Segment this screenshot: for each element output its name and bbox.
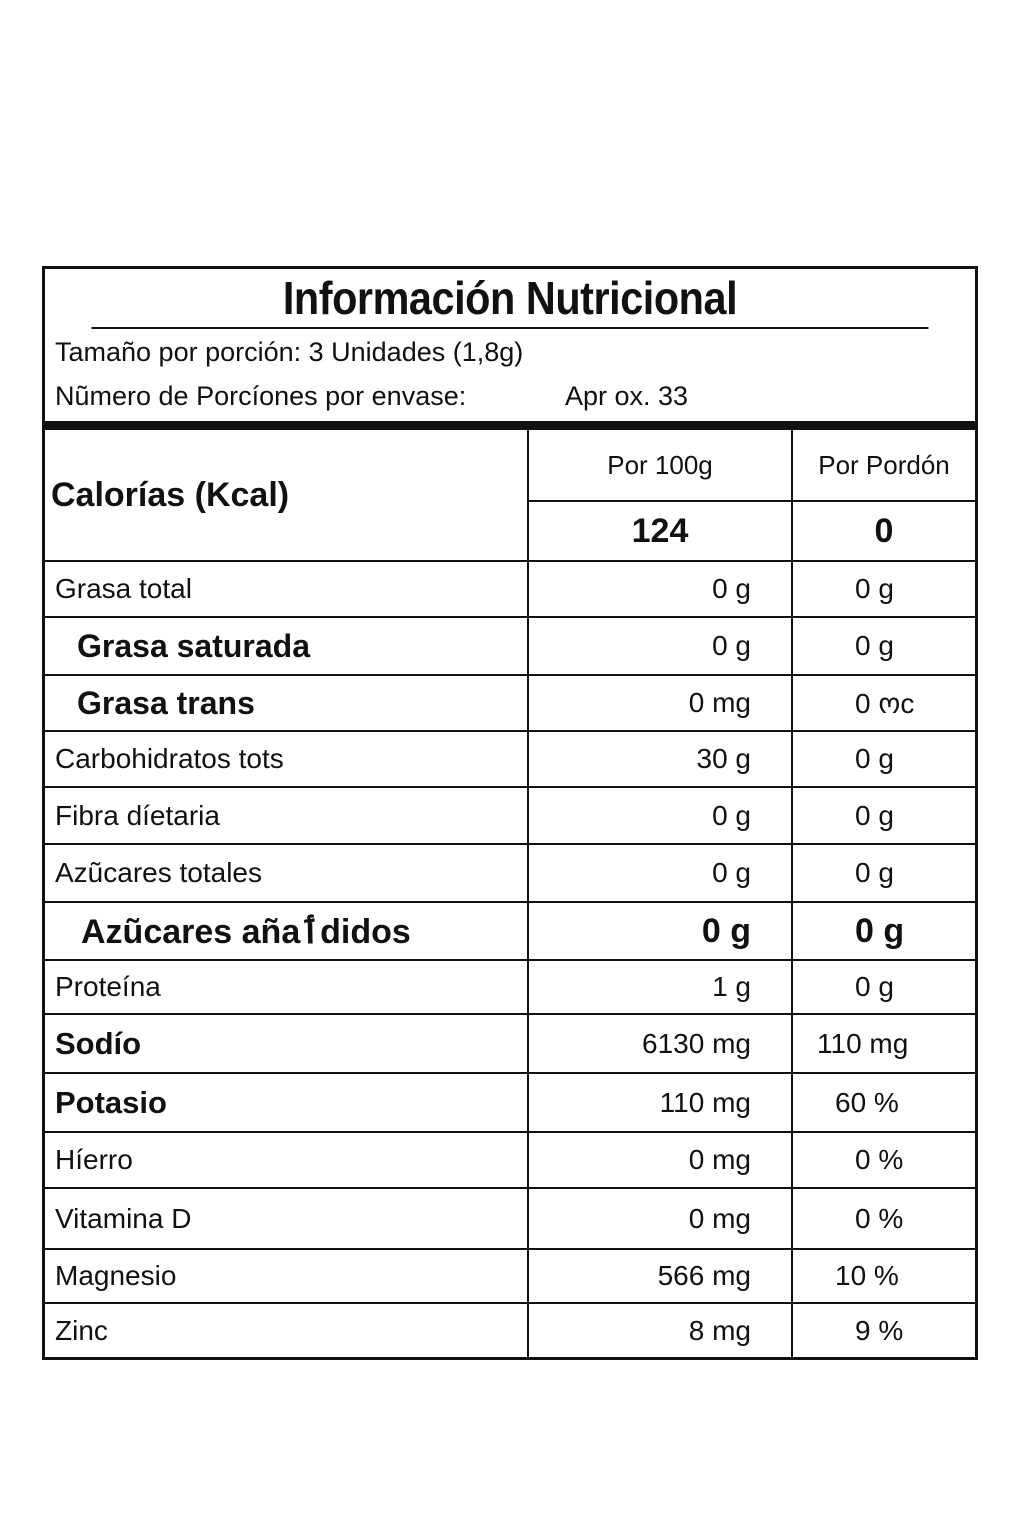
nutrient-name: Vitamina D bbox=[45, 1189, 529, 1248]
calories-per100: 124 bbox=[529, 502, 793, 560]
nutrient-name: Híerro bbox=[45, 1133, 529, 1187]
table-row: Azũcares añaٲdidos 0 g 0 g bbox=[45, 903, 975, 961]
nutrient-name: Potasio bbox=[45, 1074, 529, 1131]
serving-info: Tamaño por porción: 3 Unidades (1,8g) Nũ… bbox=[45, 329, 975, 430]
table-row: Carbohidratos tots 30 g 0 g bbox=[45, 732, 975, 788]
per-serving-header: Por Pordón bbox=[818, 449, 950, 480]
nutrient-per-serving: 10 % bbox=[835, 1260, 899, 1291]
nutrient-per-serving: 0 g bbox=[855, 857, 894, 888]
nutrient-per-serving: 60 % bbox=[835, 1086, 899, 1118]
nutrient-per100: 0 mg bbox=[529, 1189, 793, 1248]
nutrient-name: Zinc bbox=[45, 1304, 529, 1357]
table-row: Grasa total 0 g 0 g bbox=[45, 562, 975, 618]
nutrient-name: Sodío bbox=[45, 1015, 529, 1072]
nutrient-per-serving: 0 ოc bbox=[855, 687, 915, 719]
nutrition-facts-label: Información Nutricional Tamaño por porci… bbox=[42, 266, 978, 1360]
table-row: Proteína 1 g 0 g bbox=[45, 961, 975, 1015]
nutrient-per100: 1 g bbox=[529, 961, 793, 1013]
table-row: Híerro 0 mg 0 % bbox=[45, 1133, 975, 1189]
nutrient-per-serving: 0 g bbox=[855, 799, 894, 831]
nutrient-per100: 0 g bbox=[529, 903, 793, 959]
nutrient-name: Azũcares totales bbox=[45, 845, 529, 901]
nutrient-name: Grasa saturada bbox=[45, 618, 529, 674]
nutrient-per100: 110 mg bbox=[529, 1074, 793, 1131]
table-row: Vitamina D 0 mg 0 % bbox=[45, 1189, 975, 1250]
nutrient-per-serving: 0 g bbox=[855, 743, 894, 774]
nutrient-per100: 566 mg bbox=[529, 1250, 793, 1302]
nutrient-per100: 30 g bbox=[529, 732, 793, 786]
calories-values: Por 100g Por Pordón 124 0 bbox=[529, 430, 975, 560]
table-row: Potasio 110 mg 60 % bbox=[45, 1074, 975, 1133]
calories-per-serving: 0 bbox=[874, 511, 894, 550]
nutrient-name: Magnesio bbox=[45, 1250, 529, 1302]
nutrient-per-serving: 0 g bbox=[855, 971, 894, 1002]
nutrient-per100: 6130 mg bbox=[529, 1015, 793, 1072]
nutrient-per-serving: 0 % bbox=[855, 1202, 904, 1234]
nutrient-name: Proteína bbox=[45, 961, 529, 1013]
nutrient-name: Grasa trans bbox=[45, 676, 529, 730]
servings-per-container: Nũmero de Porcíones por envase: Apr ox. … bbox=[55, 381, 688, 412]
column-headers: Por 100g Por Pordón bbox=[529, 430, 975, 502]
nutrient-name: Carbohidratos tots bbox=[45, 732, 529, 786]
nutrient-per-serving: 0 % bbox=[855, 1144, 904, 1175]
nutrient-per-serving: 0 g bbox=[855, 573, 894, 604]
table-row: Sodío 6130 mg 110 mg bbox=[45, 1015, 975, 1074]
nutrient-name: Grasa total bbox=[45, 562, 529, 616]
table-row: Azũcares totales 0 g 0 g bbox=[45, 845, 975, 903]
calories-amounts: 124 0 bbox=[529, 502, 975, 560]
nutrient-per-serving: 0 g bbox=[855, 630, 894, 661]
nutrient-per100: 0 g bbox=[529, 845, 793, 901]
label-title: Información Nutricional bbox=[91, 269, 929, 329]
nutrient-name: Azũcares añaٲdidos bbox=[45, 903, 529, 959]
nutrient-per100: 0 mg bbox=[529, 1133, 793, 1187]
servings-value: Apr ox. 33 bbox=[565, 381, 689, 411]
serving-size: Tamaño por porción: 3 Unidades (1,8g) bbox=[55, 337, 524, 367]
table-row: Magnesio 566 mg 10 % bbox=[45, 1250, 975, 1304]
nutrient-name: Fibra díetaria bbox=[45, 788, 529, 843]
calories-label: Calorías (Kcal) bbox=[45, 430, 529, 560]
nutrient-table: Grasa total 0 g 0 g Grasa saturada 0 g 0… bbox=[45, 562, 975, 1357]
table-row: Grasa trans 0 mg 0 ოc bbox=[45, 676, 975, 732]
servings-label: Nũmero de Porcíones por envase: bbox=[55, 381, 467, 411]
per100-header: Por 100g bbox=[529, 430, 793, 500]
nutrient-per100: 0 g bbox=[529, 562, 793, 616]
nutrient-per100: 0 mg bbox=[529, 676, 793, 730]
table-row: Zinc 8 mg 9 % bbox=[45, 1304, 975, 1357]
nutrient-per100: 0 g bbox=[529, 618, 793, 674]
nutrient-per-serving: 0 g bbox=[855, 911, 905, 950]
nutrient-per-serving: 110 mg bbox=[817, 1027, 909, 1059]
nutrient-per100: 8 mg bbox=[529, 1304, 793, 1357]
calories-section: Calorías (Kcal) Por 100g Por Pordón 124 … bbox=[45, 430, 975, 562]
table-row: Grasa saturada 0 g 0 g bbox=[45, 618, 975, 676]
nutrient-per100: 0 g bbox=[529, 788, 793, 843]
nutrient-per-serving: 9 % bbox=[855, 1314, 904, 1346]
table-row: Fibra díetaria 0 g 0 g bbox=[45, 788, 975, 845]
